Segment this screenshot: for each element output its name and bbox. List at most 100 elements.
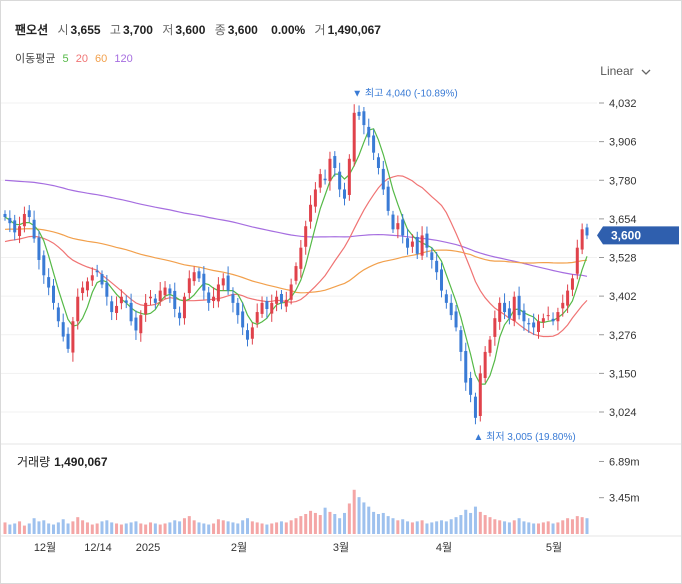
candle-body xyxy=(207,292,211,303)
candle-body xyxy=(376,157,380,168)
volume-bar xyxy=(148,522,153,534)
y-tick-label: 3,528 xyxy=(609,253,637,265)
volume-bar xyxy=(444,521,448,534)
candles xyxy=(3,104,589,425)
volume-bar xyxy=(585,518,589,534)
candle-body xyxy=(401,219,405,236)
candle-body xyxy=(245,330,250,340)
candle-body xyxy=(192,272,196,282)
candle-body xyxy=(270,302,274,314)
candle xyxy=(115,296,119,321)
candle-body xyxy=(512,296,516,321)
candle xyxy=(561,294,565,317)
candle-body xyxy=(139,315,143,334)
volume-bar xyxy=(153,523,157,534)
candle-body xyxy=(22,213,26,227)
candle-body xyxy=(85,281,89,291)
candle-body xyxy=(318,174,322,188)
volume-bar xyxy=(575,516,579,534)
candle-body xyxy=(289,284,293,300)
chevron-down-icon xyxy=(641,69,651,75)
candle-body xyxy=(255,312,259,323)
candle xyxy=(333,151,337,177)
volume-bar xyxy=(546,521,550,534)
volume-bar xyxy=(226,521,230,534)
candle xyxy=(182,292,186,325)
volume-bar xyxy=(81,520,85,534)
volume-bar xyxy=(406,521,410,534)
volume-bar xyxy=(464,509,468,534)
candle-body xyxy=(221,278,225,286)
candle-body xyxy=(241,311,245,328)
volume-bar xyxy=(18,521,22,534)
candle xyxy=(536,314,541,339)
candle xyxy=(13,214,17,241)
candle xyxy=(226,266,230,295)
ma5-line xyxy=(4,128,588,385)
candle xyxy=(275,290,279,312)
candle-body xyxy=(342,189,347,199)
volume-bar xyxy=(260,523,264,534)
candle-body xyxy=(8,217,12,224)
y-tick-label: 3,906 xyxy=(609,137,637,149)
volume-bar xyxy=(430,522,434,534)
candle-body xyxy=(561,302,565,309)
candle xyxy=(328,151,332,191)
volume-bar xyxy=(333,514,337,534)
candle xyxy=(318,168,322,193)
volume-bar xyxy=(357,497,361,534)
candle-body xyxy=(110,301,114,313)
candle xyxy=(352,104,356,167)
volume-panel-value: 1,490,067 xyxy=(54,455,108,469)
candle xyxy=(81,281,85,301)
candle xyxy=(61,313,65,342)
candle xyxy=(236,297,240,324)
candle xyxy=(95,264,99,277)
volume-bar xyxy=(527,522,531,534)
candle xyxy=(527,318,531,333)
candle xyxy=(381,160,385,195)
candle-body xyxy=(153,298,157,303)
volume-panel-label: 거래량 1,490,067 xyxy=(17,453,108,470)
volume-bar xyxy=(115,523,119,534)
volume-bar xyxy=(85,522,89,534)
candle-body xyxy=(144,302,148,315)
ma-legend-20[interactable]: 20 xyxy=(75,53,88,65)
candle-body xyxy=(158,290,162,302)
candle xyxy=(27,205,31,223)
candle-body xyxy=(464,350,468,383)
moving-average-lines xyxy=(4,128,588,385)
candle-body xyxy=(124,300,128,303)
volume-bar xyxy=(13,523,17,534)
candle xyxy=(168,284,172,303)
volume-bar xyxy=(173,520,177,534)
volume-bar xyxy=(425,523,429,534)
candle xyxy=(391,210,395,233)
candle xyxy=(163,281,167,300)
candle-body xyxy=(406,238,410,248)
ma-legend-60[interactable]: 60 xyxy=(95,53,108,65)
candle xyxy=(546,306,550,321)
candle-body xyxy=(532,322,536,328)
scale-dropdown[interactable]: Linear xyxy=(600,64,651,78)
volume-bar xyxy=(556,522,560,534)
candle-body xyxy=(299,247,303,269)
candle xyxy=(532,313,536,336)
volume-bar xyxy=(522,521,526,534)
volume-bar xyxy=(299,516,303,534)
ma-legend-120[interactable]: 120 xyxy=(114,53,133,65)
candle-body xyxy=(333,156,337,168)
volume-bar xyxy=(124,523,128,534)
candle xyxy=(289,278,293,305)
volume-bar xyxy=(541,522,545,534)
candle-body xyxy=(546,315,550,317)
volume-bar xyxy=(328,511,332,534)
volume-bar xyxy=(415,521,419,534)
candle xyxy=(376,153,380,175)
candle xyxy=(139,310,143,342)
candle-body xyxy=(503,302,507,313)
volume-bar xyxy=(61,519,65,534)
ma-legend-5[interactable]: 5 xyxy=(62,53,69,65)
